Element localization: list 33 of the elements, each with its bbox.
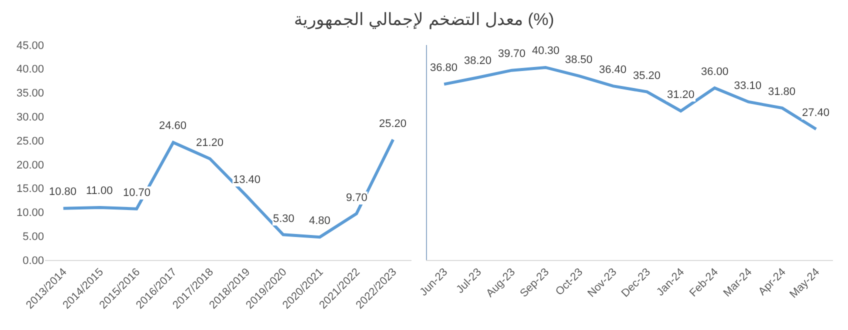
y-tick-label: 0.00 [22, 254, 44, 267]
data-label: 39.70 [498, 48, 526, 60]
data-label: 25.20 [379, 118, 407, 130]
data-label: 36.40 [599, 64, 627, 76]
data-label: 36.80 [430, 62, 458, 74]
data-label: 24.60 [159, 120, 187, 132]
data-label: 11.00 [86, 185, 113, 197]
y-tick-label: 20.00 [16, 159, 44, 172]
data-label: 31.80 [768, 86, 796, 98]
y-tick-label: 25.00 [16, 135, 44, 148]
data-label: 9.70 [346, 192, 368, 204]
data-label: 10.80 [49, 186, 77, 198]
y-tick-label: 45.00 [16, 40, 44, 52]
data-label: 27.40 [802, 107, 830, 119]
y-tick-label: 15.00 [16, 183, 44, 196]
chart-title: معدل التضخم لإجمالي الجمهورية (%) [294, 10, 554, 30]
data-label: 4.80 [309, 215, 330, 227]
y-tick-label: 35.00 [16, 88, 44, 100]
y-tick-label: 30.00 [16, 112, 44, 124]
data-label: 33.10 [734, 80, 762, 92]
data-label: 38.20 [464, 55, 492, 67]
data-label: 13.40 [233, 174, 261, 186]
y-tick-label: 5.00 [22, 230, 44, 243]
data-label: 35.20 [633, 70, 661, 82]
data-label: 36.00 [701, 66, 729, 78]
data-label: 31.20 [667, 89, 695, 101]
y-tick-label: 10.00 [16, 207, 44, 220]
data-label: 38.50 [565, 54, 593, 66]
data-label: 10.70 [123, 187, 151, 199]
data-label: 40.30 [532, 45, 560, 57]
data-label: 5.30 [273, 213, 294, 225]
data-label: 21.20 [196, 137, 224, 149]
y-tick-label: 40.00 [16, 64, 44, 76]
